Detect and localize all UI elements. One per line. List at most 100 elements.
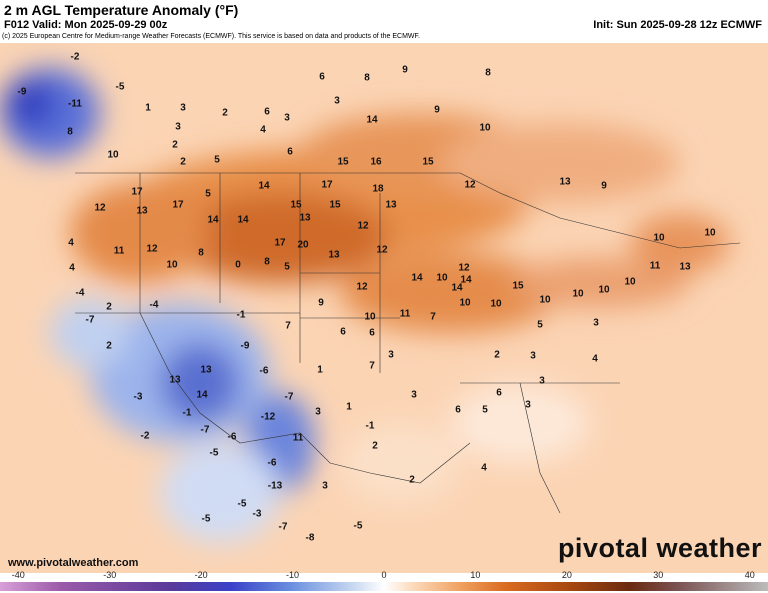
anomaly-label: 6 xyxy=(496,388,502,399)
anomaly-label: 11 xyxy=(114,246,125,257)
anomaly-label: -5 xyxy=(202,514,211,525)
anomaly-field xyxy=(0,68,730,543)
anomaly-label: 0 xyxy=(235,260,241,271)
anomaly-label: 1 xyxy=(145,103,151,114)
anomaly-label: 13 xyxy=(679,262,691,273)
copyright: (c) 2025 European Centre for Medium-rang… xyxy=(2,33,420,40)
anomaly-label: 3 xyxy=(322,481,328,492)
anomaly-label: 10 xyxy=(598,285,610,296)
colorbar-tick: -40 xyxy=(11,570,25,580)
anomaly-label: 8 xyxy=(364,73,370,84)
anomaly-label: 4 xyxy=(260,125,266,136)
anomaly-label: 3 xyxy=(388,350,394,361)
boundaries xyxy=(75,172,741,514)
anomaly-label: 13 xyxy=(200,365,212,376)
anomaly-label: 14 xyxy=(460,275,472,286)
anomaly-label: 5 xyxy=(214,155,220,166)
anomaly-label: -5 xyxy=(238,499,247,510)
anomaly-label: 13 xyxy=(169,375,181,386)
anomaly-label: 10 xyxy=(539,295,551,306)
anomaly-label: 9 xyxy=(402,65,408,76)
init-time: Init: Sun 2025-09-28 12z ECMWF xyxy=(593,19,762,31)
anomaly-label: 2 xyxy=(409,475,415,486)
colorbar-tick: 40 xyxy=(744,570,755,580)
anomaly-label: 15 xyxy=(422,157,434,168)
anomaly-label: 2 xyxy=(372,441,378,452)
anomaly-label: 15 xyxy=(290,200,302,211)
anomaly-label: 3 xyxy=(315,407,321,418)
anomaly-label: 12 xyxy=(146,244,158,255)
anomaly-label: 9 xyxy=(601,181,607,192)
anomaly-label: 8 xyxy=(264,257,270,268)
anomaly-label: 17 xyxy=(172,200,184,211)
anomaly-label: 11 xyxy=(400,309,411,320)
anomaly-label: 4 xyxy=(68,238,74,249)
anomaly-label: 14 xyxy=(207,215,219,226)
anomaly-label: 3 xyxy=(593,318,599,329)
anomaly-label: -5 xyxy=(210,448,219,459)
anomaly-label: 9 xyxy=(434,105,440,116)
anomaly-label: 3 xyxy=(539,376,545,387)
anomaly-label: 11 xyxy=(293,433,304,444)
valid-time: F012 Valid: Mon 2025-09-29 00z xyxy=(4,19,168,31)
anomaly-label: 7 xyxy=(430,312,436,323)
anomaly-label: 2 xyxy=(222,108,228,119)
anomaly-label: 2 xyxy=(106,341,112,352)
anomaly-label: 3 xyxy=(175,122,181,133)
anomaly-label: 17 xyxy=(274,238,286,249)
anomaly-label: 13 xyxy=(559,177,571,188)
anomaly-label: 12 xyxy=(94,203,106,214)
anomaly-label: 8 xyxy=(485,68,491,79)
anomaly-label: 6 xyxy=(455,405,461,416)
anomaly-label: 2 xyxy=(106,302,112,313)
anomaly-label: 14 xyxy=(258,181,270,192)
anomaly-label: 10 xyxy=(490,299,502,310)
anomaly-label: 3 xyxy=(180,103,186,114)
anomaly-label: -6 xyxy=(228,432,237,443)
brand: pivotal weather xyxy=(557,533,762,563)
anomaly-label: 10 xyxy=(479,123,491,134)
anomaly-label: 2 xyxy=(180,157,186,168)
anomaly-label: -4 xyxy=(150,300,159,311)
anomaly-label: -7 xyxy=(86,315,95,326)
anomaly-label: -13 xyxy=(268,481,283,492)
anomaly-label: 8 xyxy=(67,127,73,138)
anomaly-label: 15 xyxy=(512,281,524,292)
anomaly-label: -5 xyxy=(354,521,363,532)
anomaly-label: 18 xyxy=(372,184,384,195)
anomaly-label: 2 xyxy=(172,140,178,151)
anomaly-label: -12 xyxy=(261,412,276,423)
anomaly-label: -9 xyxy=(18,87,27,98)
anomaly-label: 14 xyxy=(366,115,378,126)
anomaly-label: 17 xyxy=(131,187,143,198)
anomaly-label: 1 xyxy=(317,365,323,376)
anomaly-label: 5 xyxy=(537,320,543,331)
anomaly-label: 7 xyxy=(369,361,375,372)
anomaly-label: 12 xyxy=(464,180,476,191)
colorbar xyxy=(0,582,768,591)
anomaly-label: 9 xyxy=(318,298,324,309)
anomaly-label: -4 xyxy=(76,288,85,299)
anomaly-label: 13 xyxy=(385,200,397,211)
anomaly-label: 10 xyxy=(704,228,716,239)
anomaly-label: 14 xyxy=(451,283,463,294)
anomaly-label: 10 xyxy=(436,273,448,284)
anomaly-label: 10 xyxy=(107,150,119,161)
colorbar-tick: 30 xyxy=(653,570,664,580)
anomaly-label: 4 xyxy=(592,354,598,365)
anomaly-label: 2 xyxy=(494,350,500,361)
anomaly-label: 16 xyxy=(370,157,382,168)
anomaly-label: 6 xyxy=(340,327,346,338)
anomaly-label: 10 xyxy=(364,312,376,323)
anomaly-label: 6 xyxy=(287,147,293,158)
anomaly-label: 10 xyxy=(459,298,471,309)
anomaly-label: 5 xyxy=(284,262,290,273)
anomaly-label: 14 xyxy=(411,273,423,284)
anomaly-label: 1 xyxy=(346,402,352,413)
anomaly-label: -3 xyxy=(253,509,262,520)
anomaly-label: 12 xyxy=(458,263,470,274)
anomaly-label: -6 xyxy=(268,458,277,469)
